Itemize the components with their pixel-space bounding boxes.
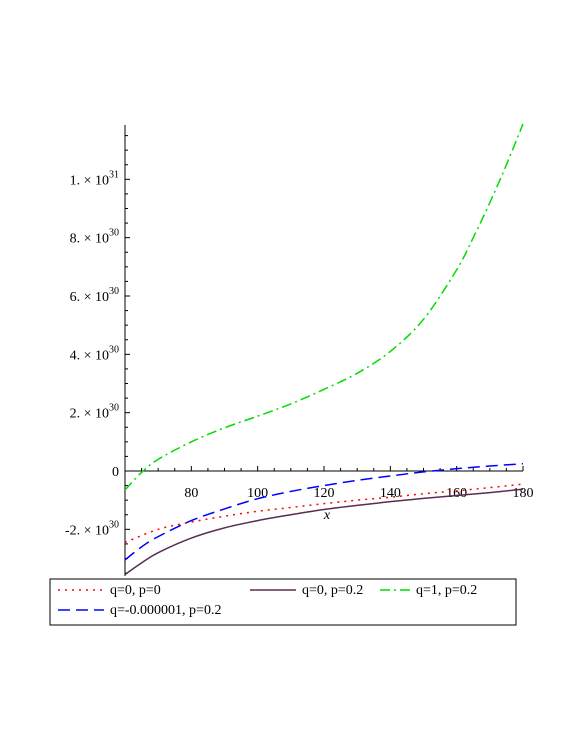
x-tick-label: 180 [513, 486, 534, 501]
y-axis: -2. × 1030 0 2. × 1030 4. × 1030 6. × 1030 8.… [65, 125, 130, 576]
series-line-4 [125, 462, 524, 561]
series-line-2 [125, 488, 524, 576]
y-tick-label: 6. × 1030 [70, 286, 119, 305]
x-tick-label: 160 [446, 486, 467, 501]
series-layer [125, 123, 524, 576]
legend-label: q=0, p=0.2 [302, 583, 363, 598]
x-axis-label: x [323, 508, 331, 523]
y-tick-label: 2. × 1030 [70, 403, 119, 422]
x-tick-label: 120 [314, 486, 335, 501]
y-tick-label: 4. × 1030 [70, 344, 119, 363]
legend-label: q=-0.000001, p=0.2 [110, 603, 221, 618]
x-tick-label: 140 [380, 486, 401, 501]
y-tick-label: 1. × 1031 [70, 169, 119, 188]
legend-label: q=1, p=0.2 [416, 583, 477, 598]
legend-label: q=0, p=0 [110, 583, 161, 598]
y-tick-label: 8. × 1030 [70, 228, 119, 247]
x-tick-label: 80 [184, 486, 198, 501]
series-line-3 [125, 123, 524, 491]
series-line-1 [125, 483, 524, 544]
legend: q=0, p=0 q=0, p=0.2 q=1, p=0.2 q=-0.000001,… [49, 578, 517, 626]
legend-box [49, 578, 517, 626]
x-axis: 80 100 120 140 160 180 [124, 466, 534, 501]
y-tick-label: -2. × 1030 [65, 519, 119, 538]
y-tick-label: 0 [112, 465, 119, 480]
